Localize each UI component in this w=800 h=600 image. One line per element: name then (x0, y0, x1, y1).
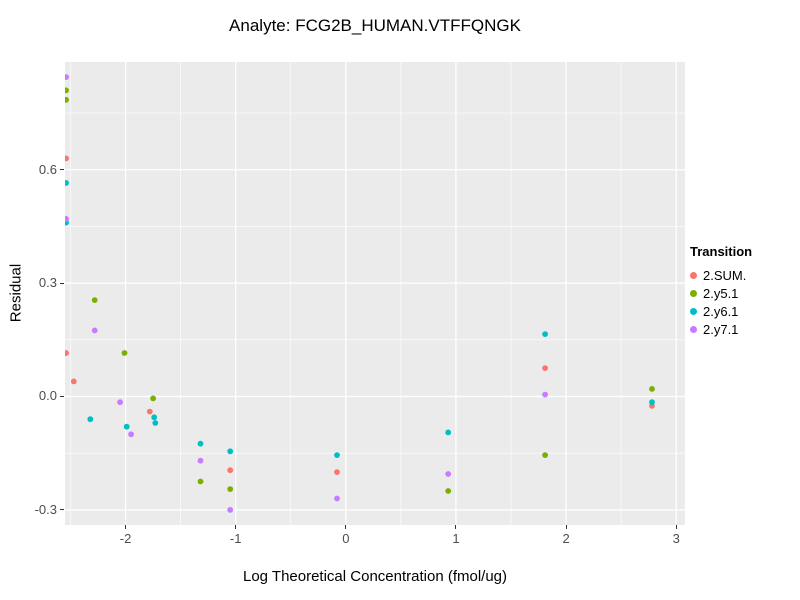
data-point-2.y5.1 (65, 87, 69, 94)
x-tick-mark (125, 525, 127, 529)
legend-label: 2.y5.1 (703, 285, 739, 301)
data-point-2.y7.1 (197, 457, 204, 464)
y-tick-mark (60, 509, 64, 511)
data-point-2.y6.1 (445, 429, 452, 436)
data-point-2.y5.1 (227, 486, 234, 492)
legend-item-2.y7.1: 2.y7.1 (690, 320, 752, 338)
data-point-2.y5.1 (649, 386, 655, 392)
data-point-2.y5.1 (445, 488, 452, 494)
data-point-2.y7.1 (65, 74, 69, 80)
plot-area (65, 62, 685, 525)
x-tick-mark (455, 525, 457, 529)
data-point-2.SUM. (542, 365, 548, 371)
y-tick-label: -0.3 (34, 501, 57, 517)
data-point-2.y6.1 (649, 399, 655, 406)
y-tick-label: 0.3 (38, 275, 57, 291)
data-point-2.y5.1 (150, 395, 156, 402)
legend-title: Transition (690, 244, 753, 259)
legend: Transition 2.SUM. 2.y5.1 2.y6.1 2.y7.1 (690, 244, 752, 338)
y-tick-label: 0.6 (38, 161, 57, 177)
data-point-2.y6.1 (151, 414, 158, 421)
data-point-2.y6.1 (227, 448, 234, 455)
data-point-2.y6.1 (197, 440, 204, 447)
x-tick-mark (235, 525, 237, 529)
legend-label: 2.y7.1 (703, 321, 739, 337)
legend-label: 2.SUM. (703, 267, 747, 283)
x-tick-label: 1 (452, 531, 460, 546)
legend-item-2.y6.1: 2.y6.1 (690, 302, 752, 320)
data-point-2.y5.1 (121, 350, 128, 356)
y-tick-mark (60, 282, 64, 284)
data-point-2.y5.1 (542, 452, 548, 458)
data-point-2.y5.1 (197, 478, 204, 485)
data-point-2.SUM. (70, 378, 77, 385)
data-point-2.SUM. (227, 467, 234, 474)
y-tick-mark (60, 169, 64, 171)
legend-item-2.SUM.: 2.SUM. (690, 266, 752, 284)
x-tick-label: 2 (562, 531, 570, 546)
data-point-2.y6.1 (334, 452, 340, 458)
y-tick-mark (60, 395, 64, 397)
data-point-2.SUM. (334, 469, 340, 475)
x-axis-title: Log Theoretical Concentration (fmol/ug) (242, 568, 508, 585)
x-tick-mark (565, 525, 567, 529)
legend-key-dot-icon (690, 271, 697, 279)
data-point-2.y6.1 (123, 423, 130, 430)
data-point-2.y6.1 (152, 420, 159, 426)
x-tick-mark (345, 525, 347, 529)
data-point-2.y7.1 (542, 391, 548, 398)
data-point-2.y7.1 (334, 495, 340, 502)
data-point-2.y5.1 (65, 96, 69, 103)
data-point-2.y7.1 (227, 507, 234, 513)
data-point-2.y6.1 (542, 331, 548, 337)
data-point-2.y7.1 (65, 216, 69, 222)
y-axis-title: Residual (7, 263, 25, 323)
data-point-2.SUM. (146, 408, 153, 415)
data-point-2.y7.1 (91, 327, 98, 334)
legend-items: 2.SUM. 2.y5.1 2.y6.1 2.y7.1 (690, 266, 752, 338)
data-point-2.y7.1 (445, 471, 452, 477)
data-point-2.SUM. (65, 350, 69, 356)
y-tick-label: 0.0 (38, 388, 57, 404)
legend-key-dot-icon (690, 307, 697, 315)
chart-title: Analyte: FCG2B_HUMAN.VTFFQNGK (229, 16, 521, 35)
data-point-2.y6.1 (87, 416, 94, 423)
data-point-2.y6.1 (65, 180, 69, 186)
data-point-2.y7.1 (117, 399, 123, 406)
x-tick-mark (675, 525, 677, 529)
x-tick-label: -1 (229, 531, 242, 546)
data-point-2.SUM. (65, 155, 69, 162)
x-tick-label: -2 (119, 531, 132, 546)
legend-label: 2.y6.1 (703, 303, 739, 319)
data-point-2.y5.1 (91, 297, 98, 303)
legend-key-dot-icon (690, 325, 697, 333)
legend-item-2.y5.1: 2.y5.1 (690, 284, 752, 302)
plot-panel (65, 62, 685, 525)
legend-key-dot-icon (690, 289, 697, 297)
x-tick-label: 3 (672, 531, 680, 546)
x-tick-label: 0 (342, 531, 350, 546)
data-point-2.y7.1 (128, 431, 134, 438)
